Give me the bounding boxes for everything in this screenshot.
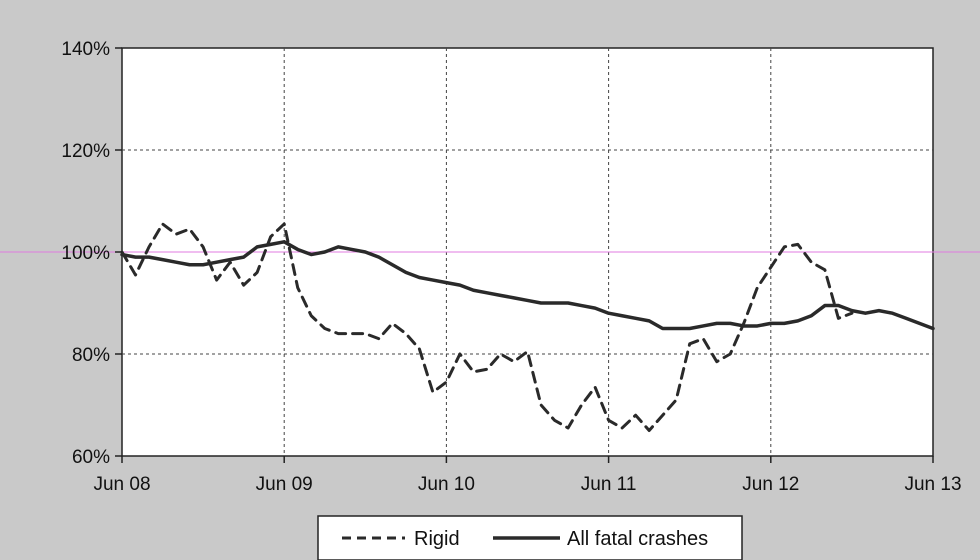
x-tick-label: Jun 09 <box>256 474 313 495</box>
legend-label-all-fatal-crashes: All fatal crashes <box>567 528 708 550</box>
y-tick-label: 100% <box>61 243 110 264</box>
y-tick-label: 60% <box>72 447 110 468</box>
x-tick-label: Jun 12 <box>742 474 799 495</box>
x-tick-label: Jun 08 <box>93 474 150 495</box>
x-tick-label: Jun 10 <box>418 474 475 495</box>
legend-label-rigid: Rigid <box>414 528 460 550</box>
legend: Rigid All fatal crashes <box>318 516 742 560</box>
y-tick-label: 120% <box>61 141 110 162</box>
x-tick-label: Jun 11 <box>581 474 637 495</box>
x-tick-label: Jun 13 <box>904 474 961 495</box>
y-tick-label: 140% <box>61 39 110 60</box>
y-tick-label: 80% <box>72 345 110 366</box>
